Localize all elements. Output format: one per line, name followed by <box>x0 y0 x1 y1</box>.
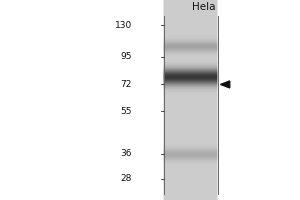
Text: 95: 95 <box>121 52 132 61</box>
Text: 36: 36 <box>121 149 132 158</box>
Polygon shape <box>220 81 230 88</box>
Text: 130: 130 <box>115 21 132 30</box>
Text: 28: 28 <box>121 174 132 183</box>
Text: 55: 55 <box>121 107 132 116</box>
Text: Hela: Hela <box>192 2 216 12</box>
Text: 72: 72 <box>121 80 132 89</box>
